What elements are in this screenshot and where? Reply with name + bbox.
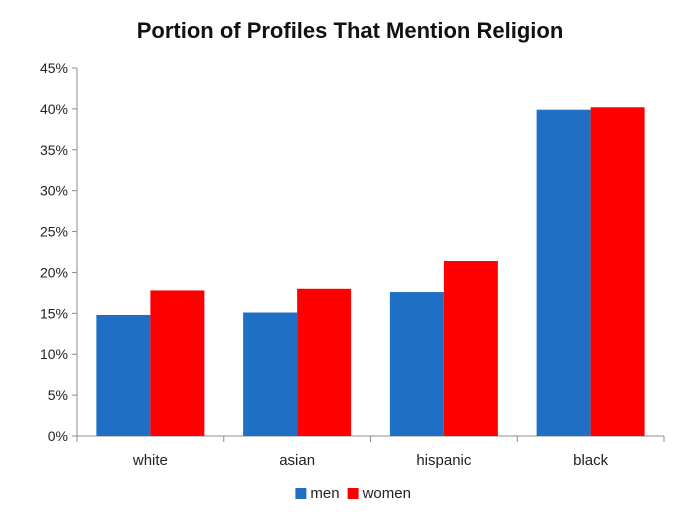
bar-women-hispanic <box>443 260 498 436</box>
y-tick-label: 5% <box>48 387 68 403</box>
y-tick-label: 40% <box>40 101 68 117</box>
legend-swatch-men <box>295 488 307 499</box>
x-category-label: black <box>573 452 609 469</box>
y-tick-label: 25% <box>40 224 68 240</box>
legend-label-women: women <box>362 485 411 502</box>
y-tick-label: 10% <box>40 346 68 362</box>
x-category-label: asian <box>279 452 315 469</box>
legend: men women <box>295 485 411 502</box>
bar-men-black <box>536 109 591 436</box>
legend-swatch-women <box>347 488 359 499</box>
x-category-label: white <box>132 452 168 469</box>
bar-women-white <box>150 290 205 436</box>
y-tick-label: 35% <box>40 142 68 158</box>
y-tick-label: 0% <box>48 428 68 444</box>
bars <box>96 107 645 437</box>
bar-women-black <box>590 107 645 437</box>
y-tick-label: 45% <box>40 60 68 76</box>
y-axis: 0% 5% 10% 15% 20% 25% 30% 35% 40% 45% <box>40 60 78 444</box>
bar-women-asian <box>297 288 352 436</box>
bar-men-hispanic <box>389 292 444 436</box>
y-tick-label: 30% <box>40 183 68 199</box>
bar-men-white <box>96 314 151 436</box>
legend-label-men: men <box>310 485 339 502</box>
y-tick-label: 20% <box>40 264 68 280</box>
x-axis: white asian hispanic black <box>76 435 665 469</box>
bar-men-asian <box>243 312 298 436</box>
chart-title: Portion of Profiles That Mention Religio… <box>137 18 564 43</box>
y-tick-label: 15% <box>40 305 68 321</box>
x-category-label: hispanic <box>416 452 472 469</box>
